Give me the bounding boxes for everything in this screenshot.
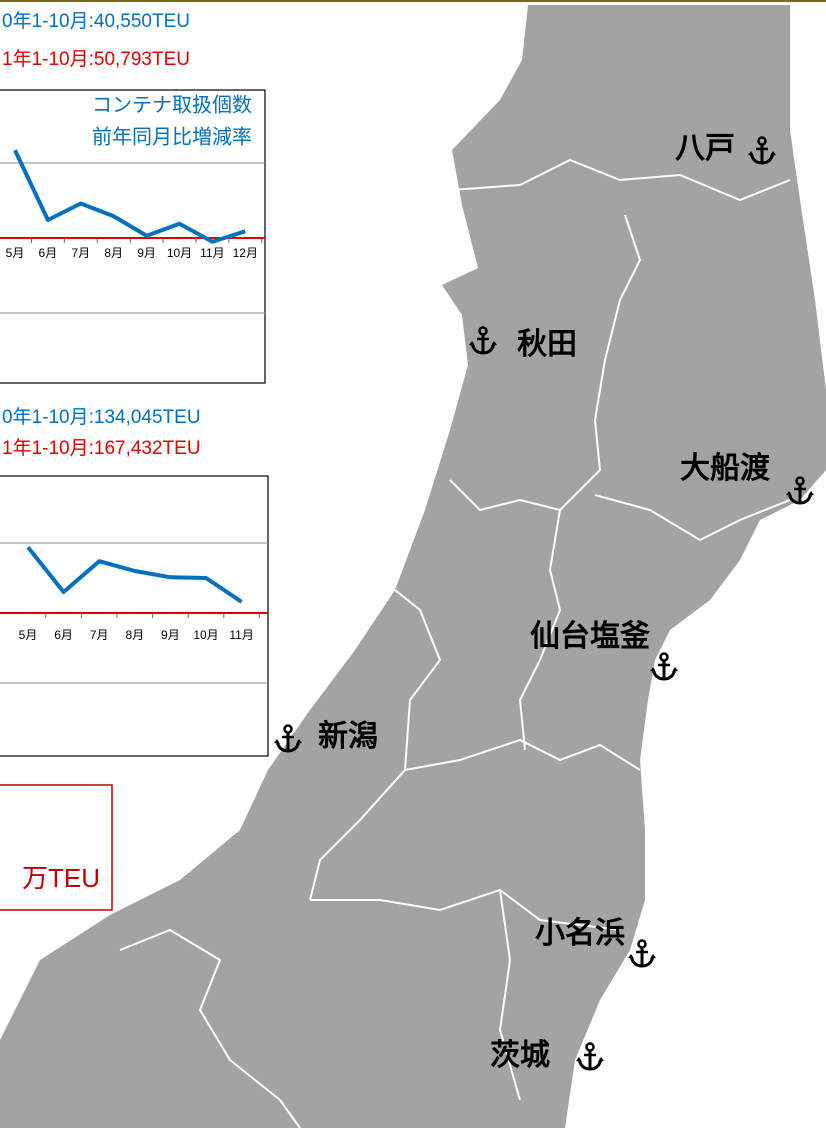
data-line xyxy=(26,545,243,604)
x-tick-label: 7月 xyxy=(71,246,90,260)
total-box xyxy=(0,784,113,911)
annotation: 0年1-10月:40,550TEU xyxy=(2,10,190,32)
line-chart: 5月 6月 7月 8月 9月 10月 11月 xyxy=(0,475,269,757)
x-tick-label: 8月 xyxy=(104,246,123,260)
x-tick-label: 5月 xyxy=(6,246,25,260)
port-label: 仙台塩釜 xyxy=(530,619,651,653)
annotation: 0年1-10月:134,045TEU xyxy=(2,406,201,428)
port-icon xyxy=(626,939,658,968)
port-label: 茨城 xyxy=(490,1039,550,1072)
x-tick-label: 10月 xyxy=(167,246,192,260)
port-label: 新潟 xyxy=(318,720,378,753)
x-tick-label: 6月 xyxy=(39,246,58,260)
x-tick-label: 10月 xyxy=(193,628,218,642)
x-tick-label: 12月 xyxy=(233,246,258,260)
boundaries xyxy=(119,158,791,1128)
annotation: 1年1-10月:167,432TEU xyxy=(2,437,201,459)
port-label: 小名浜 xyxy=(535,917,625,950)
x-tick-label: 7月 xyxy=(90,628,109,642)
port-label: 秋田 xyxy=(517,328,577,361)
port-label: 大船渡 xyxy=(680,452,771,485)
plot-frame xyxy=(0,475,269,757)
x-tick-label: 11月 xyxy=(229,628,253,642)
plot-frame xyxy=(0,89,266,384)
legend-label: コンテナ取扱個数 xyxy=(92,93,252,116)
x-tick-label: 6月 xyxy=(54,628,73,642)
total-text: 万TEU xyxy=(22,863,100,893)
x-tick-label: 9月 xyxy=(137,246,156,260)
land xyxy=(0,5,826,1128)
port-label: 八戸 xyxy=(675,132,735,165)
data-line xyxy=(13,149,246,244)
x-tick-label: 8月 xyxy=(125,628,144,642)
x-tick-label: 9月 xyxy=(161,628,180,642)
legend-label: 前年同月比増減率 xyxy=(92,125,252,148)
annotation: 1年1-10月:50,793TEU xyxy=(2,48,190,70)
x-tick-label: 11月 xyxy=(200,246,224,260)
x-tick-label: 5月 xyxy=(19,628,38,642)
